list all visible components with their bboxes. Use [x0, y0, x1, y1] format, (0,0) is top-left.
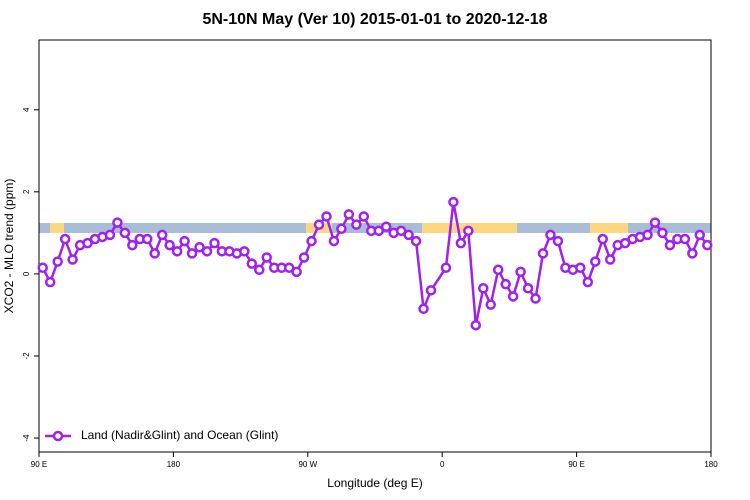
chart-title: 5N-10N May (Ver 10) 2015-01-01 to 2020-1…: [202, 11, 547, 28]
data-point: [261, 252, 272, 263]
data-point: [112, 217, 123, 228]
x-tick-label: 90 E: [31, 460, 47, 469]
data-point: [664, 239, 676, 251]
data-point: [395, 225, 407, 237]
data-point: [642, 229, 653, 241]
data-point: [507, 291, 519, 302]
data-point: [358, 211, 370, 222]
data-point: [448, 196, 459, 208]
y-tick-label: 0: [22, 271, 31, 276]
data-point: [657, 227, 668, 239]
data-point: [440, 262, 452, 273]
data-point: [537, 248, 549, 259]
data-point: [52, 256, 63, 267]
data-point: [171, 246, 183, 257]
data-point: [455, 237, 467, 249]
data-point: [545, 229, 556, 241]
data-point: [582, 276, 594, 288]
data-point: [336, 223, 347, 235]
data-point: [209, 237, 220, 249]
data-point: [649, 217, 661, 228]
data-point: [619, 237, 631, 249]
data-point: [687, 248, 698, 259]
data-point: [500, 278, 511, 290]
data-point: [530, 293, 541, 304]
data-point: [694, 229, 706, 241]
x-tick-label: 0: [440, 460, 445, 469]
data-point: [492, 264, 504, 276]
x-tick-label: 90 E: [568, 460, 584, 469]
data-point: [291, 266, 302, 278]
data-point: [418, 303, 429, 315]
data-point: [321, 211, 332, 222]
y-tick-label: 4: [22, 107, 31, 112]
data-point: [201, 246, 213, 257]
y-tick-label: -4: [22, 434, 31, 442]
data-point: [67, 254, 78, 265]
data-point: [702, 239, 713, 251]
data-point: [470, 319, 482, 331]
plot-frame: [38, 39, 712, 453]
data-point: [552, 235, 564, 247]
data-point: [104, 229, 116, 241]
legend-label: Land (Nadir&Glint) and Ocean (Glint): [81, 428, 278, 442]
data-point: [246, 258, 258, 269]
land-patch: [590, 223, 628, 233]
y-tick-label: -2: [22, 352, 31, 360]
x-tick-label: 180: [704, 460, 718, 469]
legend-marker: [52, 430, 64, 442]
data-point: [298, 252, 310, 263]
data-point: [373, 225, 384, 237]
data-point: [239, 246, 250, 257]
data-point: [679, 233, 691, 245]
data-point: [283, 262, 295, 273]
data-point: [306, 235, 317, 247]
data-point: [37, 262, 48, 273]
data-point: [380, 221, 392, 232]
y-tick-label: 2: [22, 189, 31, 194]
data-point: [403, 229, 414, 241]
data-point: [142, 233, 153, 245]
data-point: [44, 276, 56, 288]
data-point: [575, 262, 586, 273]
data-point: [522, 283, 534, 294]
data-point: [463, 225, 474, 237]
data-point: [590, 256, 601, 267]
data-point: [254, 264, 265, 276]
data-point: [351, 219, 362, 230]
data-point: [313, 219, 325, 230]
x-tick-label: 180: [167, 460, 181, 469]
x-axis-label: Longitude (deg E): [327, 476, 422, 490]
data-point: [478, 283, 489, 294]
data-point: [127, 239, 138, 251]
data-point: [604, 254, 616, 265]
data-point: [82, 237, 93, 249]
data-point: [194, 241, 205, 253]
x-tick-label: 90 W: [298, 460, 317, 469]
data-point: [485, 299, 496, 310]
data-point: [149, 248, 160, 259]
data-point: [410, 235, 422, 247]
data-point: [515, 266, 526, 278]
data-point: [328, 235, 340, 247]
data-point: [59, 233, 71, 245]
data-point: [425, 285, 437, 296]
data-point: [186, 248, 198, 259]
land-patch: [50, 223, 64, 233]
data-point: [164, 239, 175, 251]
y-axis-label: XCO2 - MLO trend (ppm): [2, 179, 16, 314]
data-point: [156, 229, 168, 241]
data-point: [119, 227, 131, 239]
data-point: [597, 233, 608, 245]
data-point: [343, 209, 355, 220]
data-point: [179, 235, 190, 247]
